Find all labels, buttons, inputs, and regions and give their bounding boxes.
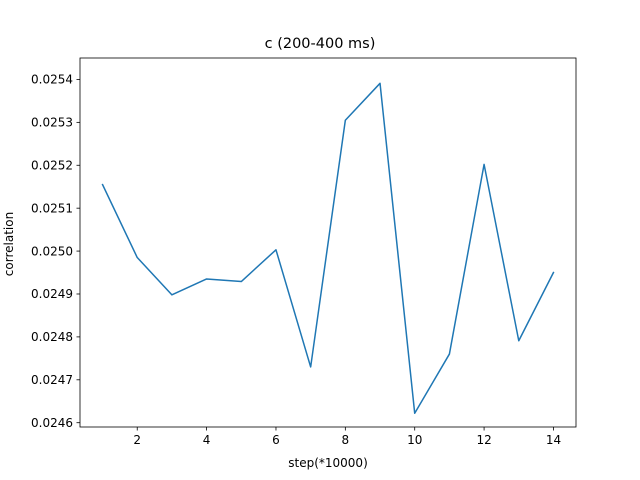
y-tick-label: 0.0246 [31,416,73,430]
chart-title: c (200-400 ms) [265,36,376,52]
y-tick-label: 0.0248 [31,330,73,344]
y-tick-label: 0.0251 [31,201,73,215]
plot-frame [79,57,577,428]
x-tick-label: 2 [133,433,141,447]
y-tick-label: 0.0249 [31,287,73,301]
plot-area: 2 4 6 8 10 12 14 0.0246 0.0247 0.0248 0.0249 0.0250… [31,57,577,447]
x-axis-label: step(*10000) [288,456,368,470]
x-tick-label: 10 [407,433,422,447]
y-tick-label: 0.0253 [31,116,73,130]
y-tick-label: 0.0254 [31,73,73,87]
x-tick-label: 14 [546,433,561,447]
x-tick-label: 6 [272,433,280,447]
x-tick-label: 8 [342,433,350,447]
y-tick-label: 0.0252 [31,158,73,172]
y-axis-label: correlation [2,212,16,276]
series-line-1 [101,82,555,415]
x-tick-label: 12 [476,433,491,447]
x-tick-label: 4 [203,433,211,447]
y-tick-label: 0.0250 [31,244,73,258]
y-tick-label: 0.0247 [31,373,73,387]
